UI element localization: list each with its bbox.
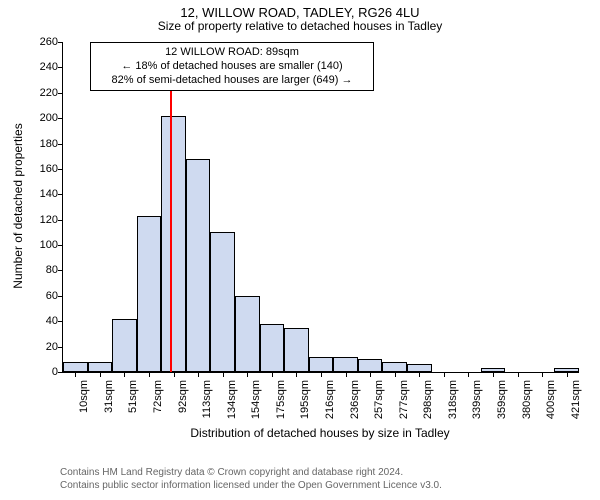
xtick-label: 298sqm <box>422 380 434 420</box>
y-axis-label: Number of detached properties <box>11 106 25 306</box>
annotation-line-3: 82% of semi-detached houses are larger (… <box>97 74 367 88</box>
ytick-mark <box>58 372 63 373</box>
xtick-label: 31sqm <box>103 380 115 420</box>
xtick-mark <box>542 372 543 377</box>
ytick-mark <box>58 42 63 43</box>
histogram-bar <box>186 159 211 372</box>
histogram-bar <box>260 324 285 372</box>
annotation-line-2: ← 18% of detached houses are smaller (14… <box>97 60 367 74</box>
histogram-bar <box>284 328 309 372</box>
histogram-bar <box>137 216 162 372</box>
ytick-label: 260 <box>32 36 58 48</box>
xtick-mark <box>100 372 101 377</box>
ytick-mark <box>58 321 63 322</box>
xtick-label: 277sqm <box>398 380 410 420</box>
xtick-label: 318sqm <box>447 380 459 420</box>
xtick-label: 10sqm <box>78 380 90 420</box>
histogram-bar <box>63 362 88 372</box>
x-axis-label: Distribution of detached houses by size … <box>62 426 578 440</box>
ytick-mark <box>58 93 63 94</box>
ytick-mark <box>58 169 63 170</box>
xtick-label: 134sqm <box>226 380 238 420</box>
xtick-mark <box>567 372 568 377</box>
ytick-label: 100 <box>32 239 58 251</box>
xtick-label: 216sqm <box>324 380 336 420</box>
xtick-mark <box>247 372 248 377</box>
ytick-mark <box>58 220 63 221</box>
xtick-label: 339sqm <box>471 380 483 420</box>
ytick-label: 160 <box>32 163 58 175</box>
histogram-bar <box>333 357 358 372</box>
xtick-mark <box>223 372 224 377</box>
xtick-label: 400sqm <box>545 380 557 420</box>
ytick-label: 120 <box>32 214 58 226</box>
histogram-bar <box>210 232 235 372</box>
plot-area <box>62 42 579 373</box>
ytick-label: 200 <box>32 112 58 124</box>
xtick-label: 113sqm <box>201 380 213 420</box>
ytick-mark <box>58 67 63 68</box>
xtick-label: 154sqm <box>250 380 262 420</box>
chart-title: 12, WILLOW ROAD, TADLEY, RG26 4LU <box>0 0 600 19</box>
ytick-mark <box>58 296 63 297</box>
ytick-label: 240 <box>32 61 58 73</box>
ytick-label: 220 <box>32 87 58 99</box>
histogram-bar <box>112 319 137 372</box>
histogram-bar <box>161 116 186 372</box>
xtick-mark <box>346 372 347 377</box>
ytick-label: 40 <box>32 315 58 327</box>
ytick-mark <box>58 270 63 271</box>
histogram-bar <box>88 362 113 372</box>
ytick-label: 80 <box>32 264 58 276</box>
xtick-mark <box>321 372 322 377</box>
xtick-mark <box>395 372 396 377</box>
ytick-mark <box>58 347 63 348</box>
annotation-line-1: 12 WILLOW ROAD: 89sqm <box>97 46 367 60</box>
xtick-mark <box>296 372 297 377</box>
xtick-mark <box>75 372 76 377</box>
chart-container: 12, WILLOW ROAD, TADLEY, RG26 4LU Size o… <box>0 0 600 500</box>
xtick-mark <box>370 372 371 377</box>
xtick-label: 92sqm <box>177 380 189 420</box>
xtick-label: 195sqm <box>299 380 311 420</box>
annotation-box: 12 WILLOW ROAD: 89sqm ← 18% of detached … <box>90 42 374 91</box>
xtick-label: 359sqm <box>496 380 508 420</box>
xtick-label: 380sqm <box>521 380 533 420</box>
xtick-label: 72sqm <box>152 380 164 420</box>
reference-line <box>170 42 172 372</box>
xtick-mark <box>272 372 273 377</box>
xtick-mark <box>174 372 175 377</box>
footer-line-1: Contains HM Land Registry data © Crown c… <box>60 466 442 479</box>
xtick-label: 236sqm <box>349 380 361 420</box>
xtick-label: 175sqm <box>275 380 287 420</box>
footer-line-2: Contains public sector information licen… <box>60 479 442 492</box>
ytick-mark <box>58 118 63 119</box>
histogram-bar <box>358 359 383 372</box>
histogram-bar <box>235 296 260 372</box>
xtick-mark <box>198 372 199 377</box>
xtick-mark <box>419 372 420 377</box>
xtick-mark <box>444 372 445 377</box>
ytick-label: 60 <box>32 290 58 302</box>
ytick-mark <box>58 194 63 195</box>
ytick-label: 180 <box>32 138 58 150</box>
xtick-label: 421sqm <box>570 380 582 420</box>
xtick-mark <box>518 372 519 377</box>
ytick-mark <box>58 144 63 145</box>
histogram-bar <box>382 362 407 372</box>
histogram-bar <box>407 364 432 372</box>
xtick-mark <box>124 372 125 377</box>
ytick-label: 140 <box>32 188 58 200</box>
histogram-bar <box>309 357 334 372</box>
xtick-mark <box>149 372 150 377</box>
ytick-mark <box>58 245 63 246</box>
chart-subtitle: Size of property relative to detached ho… <box>0 19 600 33</box>
xtick-label: 51sqm <box>127 380 139 420</box>
xtick-label: 257sqm <box>373 380 385 420</box>
xtick-mark <box>493 372 494 377</box>
ytick-label: 0 <box>32 366 58 378</box>
footer-attribution: Contains HM Land Registry data © Crown c… <box>60 466 442 492</box>
xtick-mark <box>468 372 469 377</box>
ytick-label: 20 <box>32 341 58 353</box>
